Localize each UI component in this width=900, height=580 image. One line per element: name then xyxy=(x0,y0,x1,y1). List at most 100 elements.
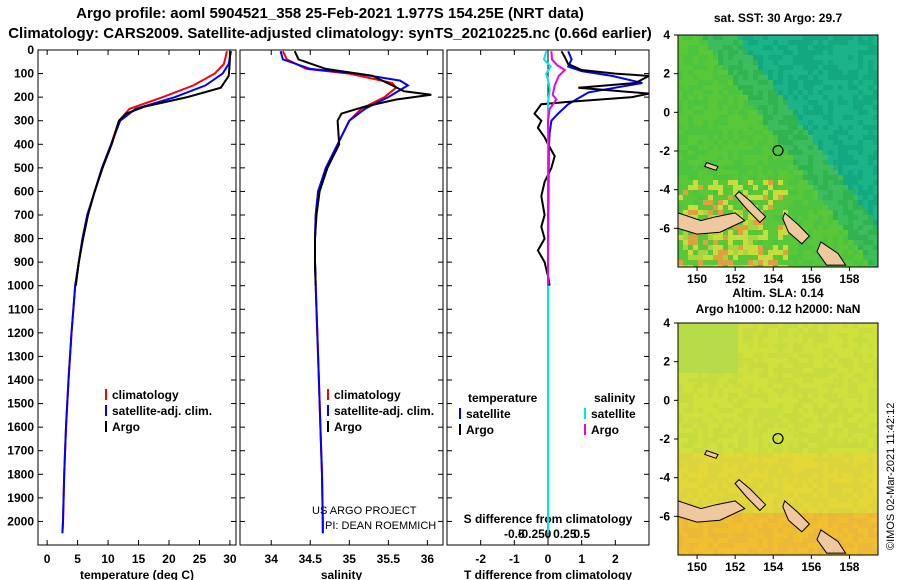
map-cell xyxy=(838,165,844,171)
map-cell xyxy=(793,543,799,549)
map-cell xyxy=(698,503,704,509)
map-cell xyxy=(698,488,704,494)
map-cell xyxy=(868,190,874,196)
map-cell xyxy=(873,110,878,116)
map-cell xyxy=(848,413,854,419)
map-cell xyxy=(808,105,814,111)
map-cell xyxy=(678,378,684,384)
map-cell xyxy=(808,548,814,554)
map-cell xyxy=(838,468,844,474)
map-cell xyxy=(708,75,714,81)
map-cell xyxy=(703,205,709,211)
map-cell xyxy=(698,55,704,61)
map-cell xyxy=(813,115,819,121)
map-cell xyxy=(808,100,814,106)
map-cell xyxy=(828,140,834,146)
map-cell xyxy=(843,185,849,191)
map-cell xyxy=(788,40,794,46)
map-cell xyxy=(868,220,874,226)
map-cell xyxy=(858,468,864,474)
map-cell xyxy=(728,95,734,101)
map-cell xyxy=(823,383,829,389)
map-cell xyxy=(688,368,694,374)
map-cell xyxy=(818,125,824,131)
map-cell xyxy=(818,145,824,151)
map-cell xyxy=(828,358,834,364)
map-cell xyxy=(788,250,794,256)
map-cell xyxy=(793,343,799,349)
map-cell xyxy=(723,368,729,374)
map-cell xyxy=(688,90,694,96)
map-cell xyxy=(723,398,729,404)
map-cell xyxy=(803,100,809,106)
map-cell xyxy=(843,70,849,76)
map-cell xyxy=(693,403,699,409)
map-cell xyxy=(688,373,694,379)
map-cell xyxy=(868,493,874,499)
map-cell xyxy=(758,125,764,131)
map-cell xyxy=(823,528,829,534)
map-cell xyxy=(768,438,774,444)
map-cell xyxy=(833,478,839,484)
map-cell xyxy=(693,245,699,251)
map-cell xyxy=(833,180,839,186)
map-cell xyxy=(848,353,854,359)
map-cell xyxy=(723,483,729,489)
map-cell xyxy=(773,150,779,156)
map-cell xyxy=(873,40,878,46)
map-cell xyxy=(843,448,849,454)
map-cell xyxy=(738,338,744,344)
map-cell xyxy=(868,498,874,504)
map-cell xyxy=(718,413,724,419)
map-cell xyxy=(808,423,814,429)
map-cell xyxy=(748,448,754,454)
map-cell xyxy=(803,533,809,539)
map-cell xyxy=(713,180,719,186)
map-cell xyxy=(838,65,844,71)
map-cell xyxy=(708,328,714,334)
credit-imos: ©IMOS 02-Mar-2021 11:42:12 xyxy=(885,403,897,550)
map-cell xyxy=(683,428,689,434)
map-cell xyxy=(768,60,774,66)
map-cell xyxy=(723,95,729,101)
map-cell xyxy=(728,55,734,61)
map-cell xyxy=(718,50,724,56)
map-cell xyxy=(723,170,729,176)
map-cell xyxy=(843,40,849,46)
map-field xyxy=(678,323,878,555)
map-cell xyxy=(683,453,689,459)
map-cell xyxy=(803,185,809,191)
map-cell xyxy=(768,458,774,464)
map-cell xyxy=(728,453,734,459)
map-cell xyxy=(798,265,804,267)
map-cell xyxy=(753,105,759,111)
legend-label: Argo xyxy=(112,420,140,434)
map-cell xyxy=(843,548,849,554)
map-cell xyxy=(803,50,809,56)
map-cell xyxy=(718,155,724,161)
map-cell xyxy=(783,255,789,261)
map-cell xyxy=(678,55,684,61)
map-cell xyxy=(863,240,869,246)
map-cell xyxy=(803,348,809,354)
map-cell xyxy=(813,40,819,46)
map-cell xyxy=(863,100,869,106)
map-cell xyxy=(733,353,739,359)
map-cell xyxy=(758,195,764,201)
map-cell xyxy=(838,388,844,394)
map-cell xyxy=(823,488,829,494)
map-cell xyxy=(763,448,769,454)
map-cell xyxy=(783,90,789,96)
map-cell xyxy=(803,498,809,504)
map-cell xyxy=(858,543,864,549)
map-cell xyxy=(678,398,684,404)
map-cell xyxy=(823,443,829,449)
map-cell xyxy=(843,110,849,116)
map-cell xyxy=(838,423,844,429)
map-cell xyxy=(798,80,804,86)
map-cell xyxy=(708,195,714,201)
map-cell xyxy=(748,548,754,554)
map-cell xyxy=(713,438,719,444)
map-cell xyxy=(803,75,809,81)
map-cell xyxy=(733,493,739,499)
